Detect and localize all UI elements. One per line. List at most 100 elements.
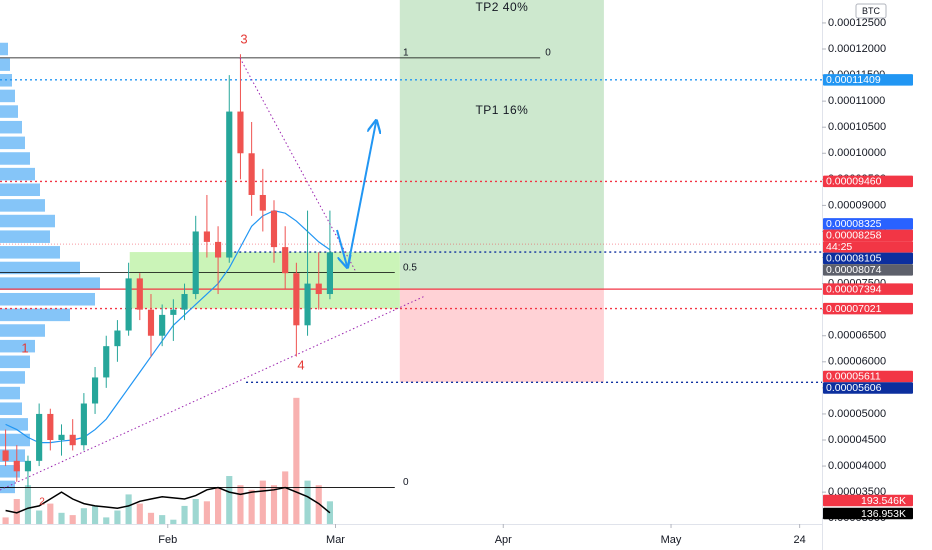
volume-bar — [69, 515, 76, 524]
currency-box[interactable] — [855, 3, 887, 19]
candle-body — [170, 309, 177, 315]
price-label: 44:25 — [826, 241, 852, 253]
candle-body — [159, 314, 166, 336]
y-tick-label: 0.00012000 — [828, 43, 886, 55]
candle-body — [248, 153, 255, 195]
volume-profile-bar — [0, 58, 10, 71]
volume-bar — [136, 503, 143, 524]
price-label-box — [823, 74, 913, 86]
volume-profile-bar — [0, 167, 35, 181]
wave-label: 1 — [21, 340, 28, 355]
volume-bar — [181, 505, 188, 524]
volume-bar — [24, 485, 32, 524]
candle-body — [103, 346, 110, 378]
candle-body — [147, 309, 155, 336]
candle-body — [47, 413, 54, 440]
candle-body — [192, 231, 199, 295]
volume-profile-bar — [0, 292, 95, 306]
volume-bar — [125, 494, 132, 524]
price-label: 0.00005606 — [826, 382, 882, 394]
volume-bar — [270, 485, 278, 524]
volume-profile-bar — [0, 42, 8, 56]
candle-body — [215, 241, 222, 258]
candle-body — [270, 210, 278, 248]
candle-body — [136, 278, 143, 310]
y-tick-label: 0.00006500 — [828, 330, 886, 342]
position-label: TP2 40% — [475, 0, 528, 14]
volume-profile-bar — [0, 386, 20, 400]
x-tick-label: Mar — [326, 534, 345, 546]
x-tick-label: Apr — [495, 534, 512, 546]
candle-body — [315, 283, 322, 295]
price-label: 0.00011409 — [826, 74, 881, 86]
volume-bar — [159, 515, 166, 524]
volume-bar — [192, 499, 199, 524]
price-label-box — [823, 264, 913, 276]
volume-profile-bar — [0, 120, 22, 134]
volume-profile-bar — [0, 152, 30, 165]
candle-body — [282, 247, 289, 274]
x-tick-label: Feb — [158, 534, 177, 546]
price-label: 0.00008074 — [826, 264, 882, 276]
x-tick-label: May — [661, 534, 682, 546]
fib-label: 1 — [403, 48, 409, 59]
volume-bar — [293, 397, 300, 524]
volume-bar — [170, 519, 177, 524]
candle-body — [69, 434, 76, 446]
volume-bar — [147, 512, 155, 524]
position-target — [399, 0, 604, 290]
moving-average — [5, 209, 331, 444]
price-label-box — [823, 229, 913, 242]
price-label: 0.00005611 — [826, 371, 881, 383]
volume-bar — [58, 512, 65, 524]
candle-body — [58, 434, 65, 440]
price-label: 193.546K — [861, 495, 906, 507]
candle-body — [2, 450, 9, 461]
y-tick-label: 0.00011000 — [828, 95, 885, 107]
candle-body — [293, 273, 300, 326]
volume-profile-bar — [0, 105, 18, 118]
volume-bar — [36, 510, 43, 524]
candle-body — [36, 413, 43, 461]
y-tick-label: 0.00009000 — [828, 199, 886, 211]
price-label-box — [823, 302, 913, 315]
candle-body — [259, 194, 266, 211]
y-tick-label: 0.00004500 — [828, 434, 886, 446]
y-tick-label: 0.00006000 — [828, 356, 886, 368]
price-label: 0.00008105 — [826, 253, 882, 265]
price-label-box — [823, 370, 913, 383]
wave-label: 3 — [240, 31, 247, 46]
candle-body — [304, 283, 311, 326]
candle-body — [91, 377, 99, 404]
price-label: 0.00008325 — [826, 218, 882, 230]
volume-bar — [259, 480, 266, 524]
fib-label: 0 — [403, 477, 409, 488]
volume-ma — [5, 486, 331, 514]
volume-bar — [282, 471, 289, 524]
volume-profile-bar — [0, 433, 30, 447]
fib-label: 0 — [545, 48, 551, 59]
wave-label: 2 — [39, 497, 45, 508]
y-tick-label: 0.00010500 — [828, 121, 886, 133]
volume-profile-bar — [0, 214, 55, 228]
volume-profile-bar — [0, 230, 50, 243]
volume-bar — [248, 489, 255, 524]
price-label: 0.00007394 — [826, 283, 882, 295]
volume-bar — [215, 487, 222, 524]
volume-bar — [315, 485, 322, 524]
volume-bar — [13, 499, 20, 524]
position-label: TP1 16% — [475, 103, 528, 117]
candle-body — [237, 111, 244, 154]
volume-bar — [226, 476, 233, 524]
currency[interactable]: BTC — [862, 6, 881, 16]
price-label-box — [823, 218, 913, 230]
candle-body — [80, 403, 87, 446]
y-tick-label: 0.00004000 — [828, 460, 886, 472]
volume-bar — [2, 517, 9, 524]
y-tick-label: 0.00012500 — [828, 17, 886, 29]
candle-body — [24, 460, 32, 472]
plot-background: TP2 40% TP1 16% — [0, 0, 604, 524]
volume-bar — [47, 503, 54, 524]
arrow — [347, 122, 376, 267]
